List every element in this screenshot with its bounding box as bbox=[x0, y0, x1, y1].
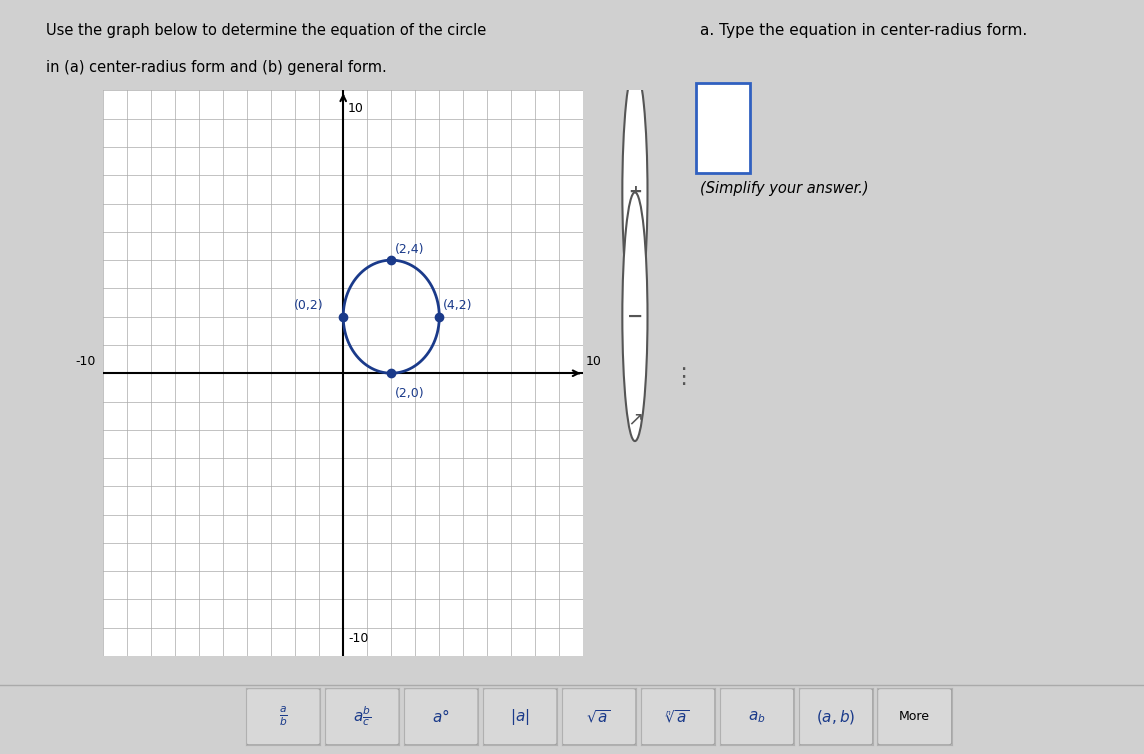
Text: −: − bbox=[627, 307, 643, 326]
FancyBboxPatch shape bbox=[404, 688, 478, 745]
Text: Use the graph below to determine the equation of the circle: Use the graph below to determine the equ… bbox=[46, 23, 486, 38]
FancyBboxPatch shape bbox=[246, 688, 320, 745]
FancyBboxPatch shape bbox=[877, 688, 952, 745]
Text: $a_b$: $a_b$ bbox=[748, 709, 765, 725]
Text: $(a,b)$: $(a,b)$ bbox=[816, 708, 856, 725]
Text: 10: 10 bbox=[348, 102, 364, 115]
FancyBboxPatch shape bbox=[641, 688, 715, 745]
Text: (Simplify your answer.): (Simplify your answer.) bbox=[700, 181, 868, 196]
Text: More: More bbox=[899, 710, 930, 723]
FancyBboxPatch shape bbox=[696, 83, 750, 173]
Text: (0,2): (0,2) bbox=[294, 299, 324, 312]
Text: -10: -10 bbox=[348, 632, 368, 645]
FancyBboxPatch shape bbox=[720, 688, 794, 745]
FancyBboxPatch shape bbox=[483, 688, 557, 745]
Text: ⋮: ⋮ bbox=[672, 367, 694, 387]
Text: $a°$: $a°$ bbox=[432, 708, 450, 725]
Text: $a\frac{b}{c}$: $a\frac{b}{c}$ bbox=[353, 705, 371, 728]
FancyBboxPatch shape bbox=[562, 688, 636, 745]
Text: (2,4): (2,4) bbox=[395, 243, 424, 256]
Text: ↗: ↗ bbox=[627, 409, 643, 428]
Text: in (a) center-radius form and (b) general form.: in (a) center-radius form and (b) genera… bbox=[46, 60, 387, 75]
Text: -10: -10 bbox=[76, 355, 96, 369]
Circle shape bbox=[622, 68, 648, 317]
FancyBboxPatch shape bbox=[325, 688, 399, 745]
Text: +: + bbox=[628, 183, 642, 201]
Text: (2,0): (2,0) bbox=[395, 388, 424, 400]
Text: $\sqrt[n]{a}$: $\sqrt[n]{a}$ bbox=[666, 708, 690, 725]
Text: $\frac{a}{b}$: $\frac{a}{b}$ bbox=[279, 705, 287, 728]
Text: 10: 10 bbox=[586, 355, 602, 369]
Text: (4,2): (4,2) bbox=[443, 299, 472, 312]
Circle shape bbox=[622, 192, 648, 441]
Text: $|a|$: $|a|$ bbox=[510, 706, 530, 727]
Text: a. Type the equation in center-radius form.: a. Type the equation in center-radius fo… bbox=[700, 23, 1027, 38]
Text: $\sqrt{a}$: $\sqrt{a}$ bbox=[587, 708, 611, 725]
FancyBboxPatch shape bbox=[799, 688, 873, 745]
